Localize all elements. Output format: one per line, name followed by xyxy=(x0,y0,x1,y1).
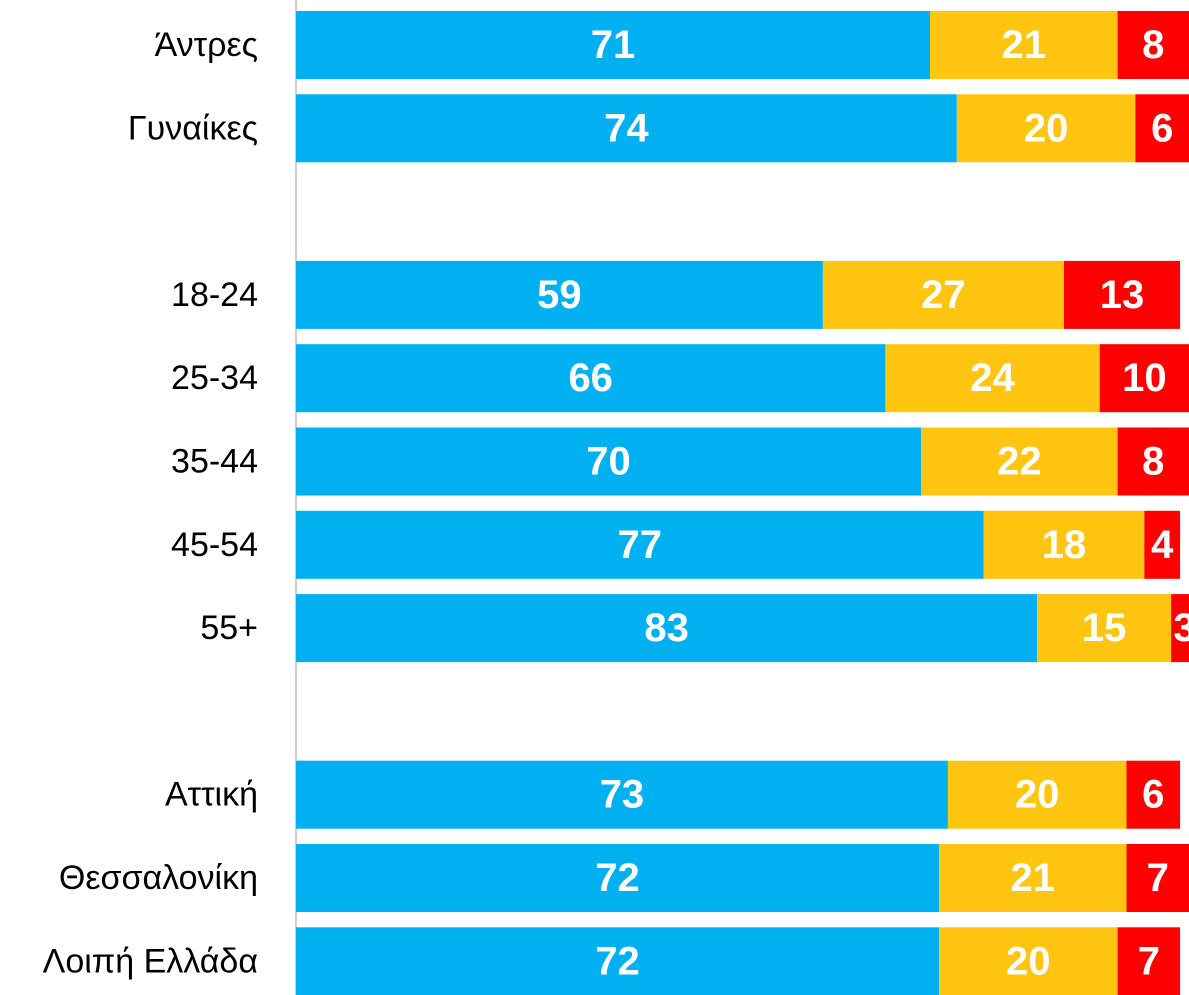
bar-segment xyxy=(296,594,1038,663)
value-label: 13 xyxy=(1100,273,1145,317)
bar-segment xyxy=(1144,510,1181,579)
value-label: 83 xyxy=(644,606,689,650)
bar-segment xyxy=(1117,927,1181,995)
value-label: 72 xyxy=(595,856,640,900)
bar-segment xyxy=(296,427,922,496)
bar-segment xyxy=(1126,760,1181,829)
bar-segment xyxy=(930,11,1118,79)
value-label: 6 xyxy=(1151,106,1173,150)
bar-segment xyxy=(956,94,1136,163)
category-label: 35-44 xyxy=(171,443,258,481)
value-label: 71 xyxy=(591,23,636,67)
bar-segment xyxy=(1171,594,1189,663)
bar-segment xyxy=(938,844,1127,912)
bar-segment xyxy=(296,260,823,329)
bar-segment xyxy=(947,760,1127,829)
value-label: 4 xyxy=(1151,523,1174,567)
value-label: 6 xyxy=(1142,773,1164,817)
value-label: 8 xyxy=(1142,23,1164,67)
value-label: 27 xyxy=(921,273,966,317)
value-label: 73 xyxy=(600,773,645,817)
bar-segment xyxy=(1126,844,1189,912)
bar-segment xyxy=(296,844,939,912)
value-label: 77 xyxy=(618,523,663,567)
bar-segment xyxy=(822,260,1064,329)
bar-segment xyxy=(938,927,1118,995)
value-label: 70 xyxy=(586,440,631,484)
bar-segment xyxy=(1037,594,1172,663)
value-label: 72 xyxy=(595,939,640,983)
value-label: 66 xyxy=(568,356,613,400)
bar-segment xyxy=(983,510,1145,579)
value-label: 10 xyxy=(1122,356,1167,400)
value-label: 20 xyxy=(1024,106,1069,150)
category-label: Άντρες xyxy=(155,26,258,64)
value-label: 20 xyxy=(1006,939,1051,983)
bar-segment xyxy=(296,760,948,829)
bar-segment xyxy=(296,927,939,995)
category-label: Λοιπή Ελλάδα xyxy=(43,942,258,980)
category-label: Γυναίκες xyxy=(128,109,258,147)
value-label: 18 xyxy=(1042,523,1087,567)
bar-segment xyxy=(1117,11,1189,79)
value-label: 15 xyxy=(1082,606,1127,650)
value-label: 3 xyxy=(1173,606,1189,650)
category-label: 18-24 xyxy=(171,276,258,314)
value-label: 7 xyxy=(1147,856,1169,900)
bar-segment xyxy=(296,344,886,413)
value-label: 22 xyxy=(997,440,1042,484)
bar-segment xyxy=(296,510,984,579)
value-label: 21 xyxy=(1010,856,1055,900)
category-label: Θεσσαλονίκη xyxy=(59,859,258,897)
value-label: 74 xyxy=(604,106,649,150)
value-label: 21 xyxy=(1002,23,1047,67)
bar-segment xyxy=(296,94,957,163)
bar-segment xyxy=(1135,94,1189,163)
bar-segment xyxy=(885,344,1100,413)
bar-segment xyxy=(1099,344,1189,413)
bar-segment xyxy=(296,11,931,79)
value-label: 8 xyxy=(1142,440,1164,484)
category-label: Αττική xyxy=(165,776,258,814)
value-label: 24 xyxy=(970,356,1015,400)
bar-segment xyxy=(1117,427,1189,496)
value-label: 59 xyxy=(537,273,582,317)
category-label: 55+ xyxy=(200,609,258,647)
value-label: 7 xyxy=(1138,939,1160,983)
value-label: 20 xyxy=(1015,773,1060,817)
bar-segment xyxy=(1063,260,1181,329)
bar-segment xyxy=(921,427,1118,496)
category-label: 45-54 xyxy=(171,526,258,564)
category-label: 25-34 xyxy=(171,359,258,397)
